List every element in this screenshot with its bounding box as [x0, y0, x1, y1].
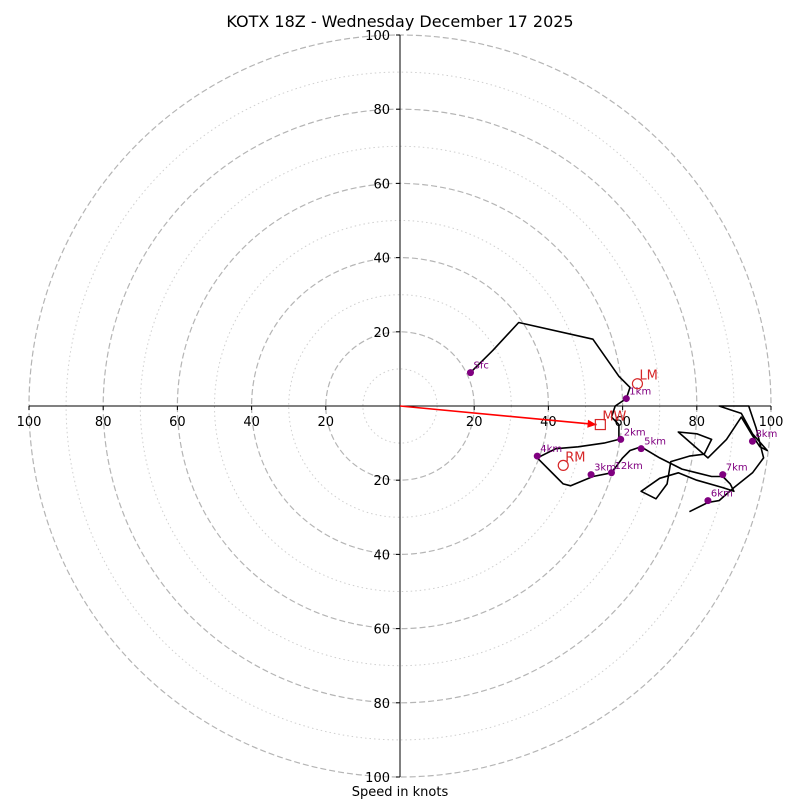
height-marker: [587, 471, 595, 479]
storm-motion-label: MW: [602, 410, 626, 425]
height-marker-label: 12km: [614, 461, 642, 472]
chart-title: KOTX 18Z - Wednesday December 17 2025: [226, 12, 573, 31]
storm-motion-label: LM: [639, 369, 657, 384]
height-marker-label: 5km: [644, 437, 666, 448]
y-tick-label: 60: [373, 623, 390, 638]
y-tick-label: 80: [373, 103, 390, 118]
height-marker-label: Sfc: [473, 361, 488, 372]
mean-wind-vector-layer: [399, 405, 597, 428]
x-tick-label: 100: [17, 415, 42, 430]
height-marker-label: 1km: [629, 387, 651, 398]
x-tick-label: 80: [95, 415, 112, 430]
mean-wind-vector-arrowhead: [587, 419, 597, 428]
height-marker: [748, 437, 756, 445]
storm-motion-label: RM: [565, 450, 585, 465]
height-marker-label: 8km: [755, 429, 777, 440]
x-tick-label: 40: [540, 415, 557, 430]
height-marker-label: 2km: [624, 427, 646, 438]
height-markers-layer: Sfc 1km 2km 3km 4km 5km 6km 7km 8km 12km: [466, 361, 777, 505]
height-marker: [617, 435, 625, 443]
storm-motion-marker: [631, 378, 644, 390]
x-axis-label: Speed in knots: [352, 785, 449, 800]
mean-wind-vector-line: [399, 405, 597, 426]
storm-motion-layer: LM RM MW: [557, 369, 658, 471]
y-tick-label: 40: [373, 548, 390, 563]
y-tick-label: 80: [373, 697, 390, 712]
axes: 100 80 60 40 20 20 40 60 80 100100806040202040608…: [17, 29, 784, 786]
x-tick-label: 100: [759, 415, 784, 430]
x-tick-label: 80: [689, 415, 706, 430]
y-tick-label: 20: [373, 474, 390, 489]
x-tick-label: 20: [466, 415, 483, 430]
y-tick-label: 40: [373, 252, 390, 267]
height-marker: [637, 445, 645, 453]
height-marker-label: 4km: [540, 444, 562, 455]
y-tick-label: 60: [373, 177, 390, 192]
y-tick-label: 100: [365, 771, 390, 786]
height-marker-label: 3km: [594, 463, 616, 474]
storm-motion-marker: [594, 418, 606, 431]
y-tick-label: 20: [373, 326, 390, 341]
x-tick-label: 60: [169, 415, 186, 430]
height-marker: [704, 497, 712, 505]
height-marker: [607, 469, 615, 477]
height-marker-label: 6km: [711, 489, 733, 500]
y-tick-label: 100: [365, 29, 390, 44]
height-marker-label: 7km: [726, 463, 748, 474]
height-marker: [622, 395, 630, 403]
height-marker: [466, 369, 474, 377]
storm-motion-marker: [557, 459, 569, 471]
height-marker: [533, 452, 541, 460]
x-tick-label: 40: [243, 415, 260, 430]
height-marker: [719, 471, 727, 479]
x-tick-label: 20: [318, 415, 335, 430]
